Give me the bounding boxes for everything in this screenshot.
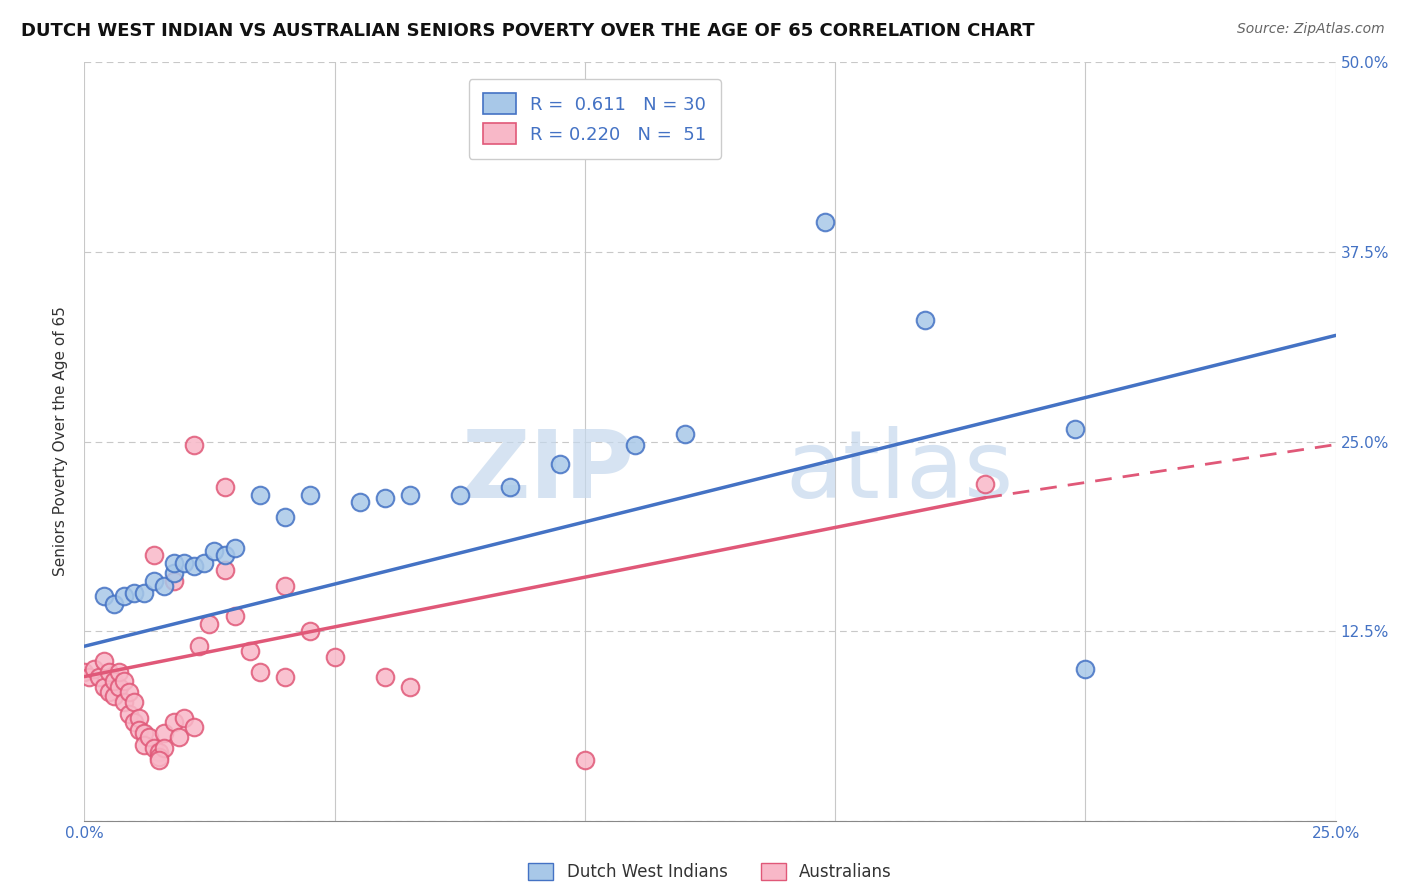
Point (193, 556, 215, 570)
Point (124, 586, 146, 600)
Point (118, 707, 141, 722)
Point (93, 655, 115, 669)
Point (198, 616, 221, 631)
Point (374, 491, 396, 505)
Point (148, 746, 170, 760)
Point (143, 574, 166, 588)
Point (449, 487, 471, 501)
Point (163, 715, 186, 730)
Point (173, 556, 195, 570)
Point (249, 487, 271, 501)
Point (124, 695, 146, 709)
Point (103, 674, 125, 689)
Point (128, 710, 150, 724)
Point (79, 669, 101, 683)
Point (548, 458, 571, 472)
Point (1064, 422, 1087, 436)
Point (238, 644, 260, 658)
Point (249, 665, 271, 679)
Point (224, 608, 246, 623)
Point (93, 589, 115, 603)
Text: atlas: atlas (785, 425, 1014, 518)
Point (143, 548, 166, 563)
Point (89, 669, 111, 683)
Point (214, 548, 236, 563)
Point (103, 690, 125, 704)
Point (169, 730, 191, 744)
Point (108, 680, 131, 694)
Y-axis label: Seniors Poverty Over the Age of 65: Seniors Poverty Over the Age of 65 (53, 307, 69, 576)
Point (163, 556, 186, 570)
Point (112, 674, 135, 689)
Point (83, 662, 105, 676)
Point (673, 427, 696, 442)
Point (134, 586, 156, 600)
Point (163, 566, 186, 581)
Point (349, 495, 371, 509)
Text: ZIP: ZIP (463, 425, 636, 518)
Point (134, 738, 156, 752)
Point (298, 487, 321, 501)
Point (814, 214, 837, 228)
Point (124, 715, 146, 730)
Point (204, 543, 226, 558)
Point (183, 720, 205, 734)
Point (163, 574, 186, 588)
Point (112, 589, 135, 603)
Point (183, 437, 205, 451)
Point (183, 558, 205, 573)
Point (73, 665, 96, 679)
Text: DUTCH WEST INDIAN VS AUSTRALIAN SENIORS POVERTY OVER THE AGE OF 65 CORRELATION C: DUTCH WEST INDIAN VS AUSTRALIAN SENIORS … (21, 22, 1035, 40)
Point (153, 740, 176, 755)
Point (148, 750, 170, 764)
Point (398, 680, 420, 694)
Point (98, 665, 121, 679)
Point (224, 541, 246, 555)
Point (153, 579, 176, 593)
Point (118, 685, 141, 699)
Point (173, 710, 195, 724)
Point (974, 477, 997, 491)
Point (298, 624, 321, 639)
Point (153, 725, 176, 739)
Point (128, 723, 150, 737)
Point (214, 564, 236, 578)
Point (188, 639, 211, 653)
Point (214, 480, 236, 494)
Text: Source: ZipAtlas.com: Source: ZipAtlas.com (1237, 22, 1385, 37)
Point (398, 487, 420, 501)
Point (143, 740, 166, 755)
Point (273, 510, 295, 524)
Point (93, 680, 115, 694)
Point (108, 665, 131, 679)
Point (574, 753, 596, 767)
Point (148, 753, 170, 767)
Point (624, 437, 647, 451)
Point (914, 313, 936, 327)
Point (499, 480, 522, 494)
Point (374, 669, 396, 683)
Point (98, 685, 121, 699)
Point (134, 725, 156, 739)
Point (112, 695, 135, 709)
Point (1074, 662, 1097, 676)
Legend: Dutch West Indians, Australians: Dutch West Indians, Australians (522, 856, 898, 888)
Point (103, 597, 125, 611)
Point (273, 669, 295, 683)
Point (323, 649, 346, 664)
Point (273, 579, 295, 593)
Point (138, 730, 160, 744)
